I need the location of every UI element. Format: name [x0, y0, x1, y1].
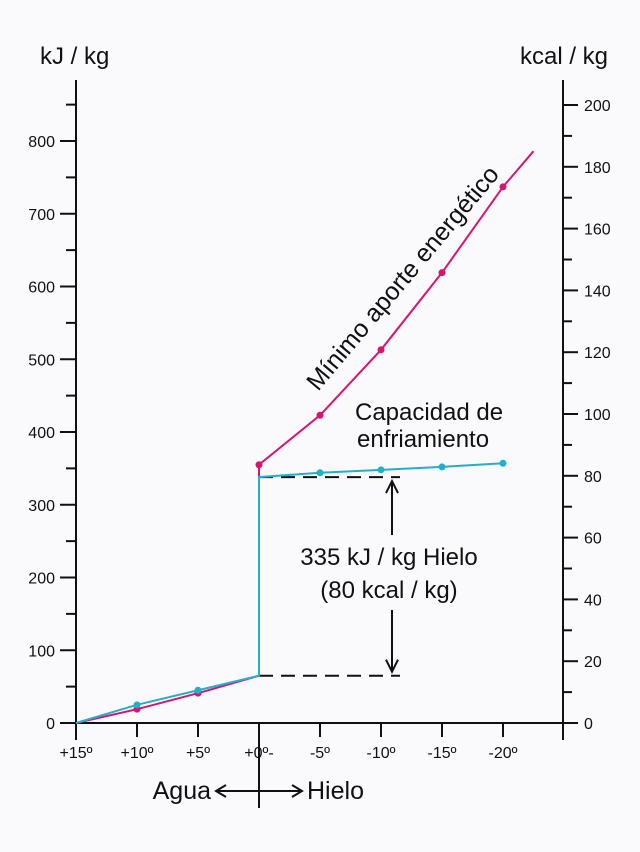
series-label-capacidad-2: enfriamiento [357, 426, 489, 453]
y-right-tick-label: 60 [584, 531, 602, 548]
y-right-tick-label: 120 [584, 345, 611, 362]
y-left-tick-label: 800 [28, 134, 55, 151]
latent-heat-label-2: (80 kcal / kg) [320, 577, 457, 604]
x-tick-label: -5º [310, 745, 330, 762]
series-label-minimo: Mínimo aporte energético [301, 161, 505, 396]
data-point [194, 686, 202, 694]
y-right-tick-label: 20 [584, 654, 602, 671]
y-left-tick-label: 100 [28, 643, 55, 660]
y-axis-left-label: kJ / kg [40, 43, 109, 70]
y-left-tick-label: 500 [28, 352, 55, 369]
y-right-tick-label: 160 [584, 222, 611, 239]
latent-heat-arrow [385, 478, 399, 674]
y-left-tick-label: 700 [28, 207, 55, 224]
data-point [499, 183, 507, 191]
latent-heat-label-1: 335 kJ / kg Hielo [300, 544, 477, 571]
y-left-tick-label: 300 [28, 498, 55, 515]
y-axis-right-label: kcal / kg [520, 43, 608, 70]
x-tick-label: -20º [489, 745, 518, 762]
y-right-tick-label: 200 [584, 98, 611, 115]
x-tick-label: +5º [186, 745, 210, 762]
x-tick-label: +0º- [244, 745, 273, 762]
y-right-tick-label: 180 [584, 160, 611, 177]
x-tick-label: -10º [367, 745, 396, 762]
y-right-tick-label: 140 [584, 283, 611, 300]
y-right-tick-label: 100 [584, 407, 611, 424]
y-right-tick-label: 40 [584, 592, 602, 609]
series-line-2 [75, 462, 504, 724]
data-point [438, 463, 446, 471]
x-tick-label: +10º [121, 745, 154, 762]
phase-label-water: Agua [153, 777, 211, 805]
y-left-tick-label: 200 [28, 571, 55, 588]
x-tick-label: +15º [60, 745, 93, 762]
y-left-tick-label: 0 [46, 716, 55, 733]
data-point [316, 411, 324, 419]
data-point [133, 701, 141, 709]
data-point [377, 346, 385, 354]
phase-arrow [214, 784, 304, 798]
data-point [316, 469, 324, 477]
series-line-1 [75, 150, 535, 724]
series-label-capacidad-1: Capacidad de [355, 399, 503, 426]
y-right-tick-label: 80 [584, 469, 602, 486]
y-right-tick-label: 0 [584, 716, 593, 733]
y-left-tick-label: 400 [28, 425, 55, 442]
y-left-tick-label: 600 [28, 280, 55, 297]
data-point [499, 459, 507, 467]
data-point [438, 269, 446, 277]
x-tick-label: -15º [428, 745, 457, 762]
data-point [377, 466, 385, 474]
data-point [255, 461, 263, 469]
phase-label-ice: Hielo [307, 777, 364, 805]
